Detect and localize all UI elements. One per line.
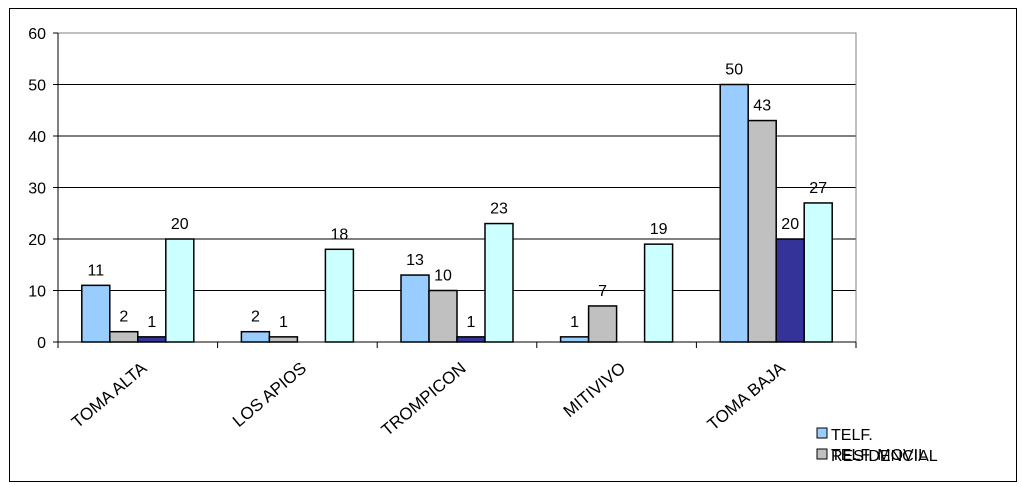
legend-label-residencial-line1: TELF. <box>831 427 873 444</box>
bar <box>268 336 299 343</box>
bar <box>165 238 195 343</box>
x-category-label: MITIVIVO <box>560 359 629 422</box>
data-label: 19 <box>650 221 668 238</box>
y-tick-label: 20 <box>28 232 46 249</box>
data-label: 23 <box>490 201 508 218</box>
legend: TELF. RESIDENCIAL TELF. MOVIL <box>816 427 938 465</box>
data-label: 2 <box>119 309 128 326</box>
bar <box>587 305 618 343</box>
data-label: 2 <box>251 309 260 326</box>
y-tick-label: 60 <box>28 26 46 43</box>
data-label: 27 <box>809 180 827 197</box>
bar <box>484 222 514 343</box>
x-category-label: TOMA BAJA <box>704 358 790 434</box>
data-label: 18 <box>331 226 349 243</box>
data-label: 1 <box>147 314 156 331</box>
bar <box>109 330 139 343</box>
legend-label-movil: TELF. MOVIL <box>831 447 927 464</box>
bar <box>428 289 458 343</box>
data-label: 43 <box>753 98 771 115</box>
bar <box>81 284 111 343</box>
bar <box>324 248 355 343</box>
bar <box>240 330 271 343</box>
data-label: 50 <box>725 62 743 79</box>
data-label: 11 <box>87 262 104 279</box>
data-label: 20 <box>781 216 799 233</box>
legend-swatch-movil <box>816 448 828 460</box>
bar <box>775 238 805 343</box>
bars <box>81 83 833 343</box>
y-tick-label: 30 <box>28 181 46 198</box>
bar <box>803 202 833 343</box>
data-label: 20 <box>171 216 189 233</box>
bar <box>400 274 430 343</box>
y-tick-label: 0 <box>37 335 46 352</box>
bar <box>719 83 749 343</box>
data-labels: 11 2 1 20 2 1 18 13 10 1 23 1 7 19 50 43 20 27 <box>87 62 827 331</box>
data-label: 10 <box>434 268 452 285</box>
bar <box>559 336 590 343</box>
data-label: 1 <box>570 314 579 331</box>
data-label: 13 <box>406 252 424 269</box>
x-category-label: TOMA ALTA <box>68 358 151 432</box>
bar <box>643 243 674 343</box>
x-category-label: LOS APIOS <box>229 359 310 431</box>
y-tick-label: 40 <box>28 129 46 146</box>
x-category-label: TROMPICON <box>378 359 470 440</box>
y-tick-label: 50 <box>28 78 46 95</box>
data-label: 1 <box>467 314 476 331</box>
data-label: 7 <box>598 283 607 300</box>
bar <box>456 336 486 343</box>
bar <box>747 119 777 343</box>
data-label: 1 <box>279 314 288 331</box>
y-tick-label: 10 <box>28 284 46 301</box>
bar <box>137 336 167 343</box>
legend-swatch-residencial <box>816 427 828 439</box>
legend-label-residencial-line2: RESIDENCIAL <box>831 448 938 465</box>
